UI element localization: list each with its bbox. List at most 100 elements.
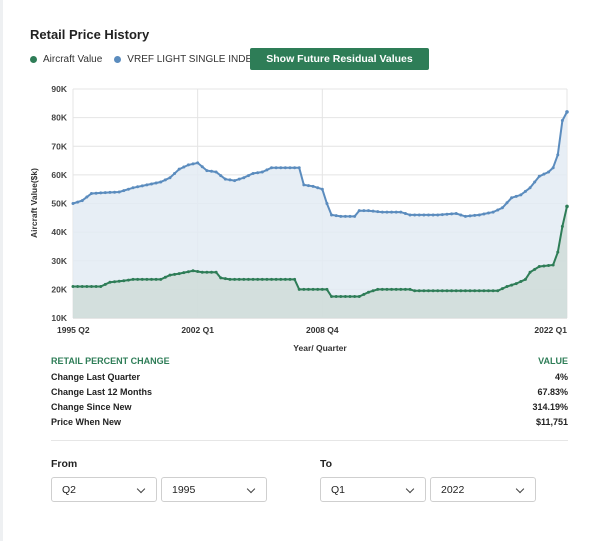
point-aircraft-value [200,270,204,274]
point-aircraft-value [89,285,93,289]
legend-item-vref-index[interactable]: VREF LIGHT SINGLE INDEX [114,54,259,65]
point-vref-light-single-index [371,209,375,213]
price-history-chart: 10K 20K 30K 40K 50K 60K 70K 80K 90K 1995 Q2 2002 … [29,84,569,353]
point-aircraft-value [551,263,555,267]
point-aircraft-value [408,287,412,291]
to-quarter-value: Q1 [331,483,346,496]
point-vref-light-single-index [80,199,84,203]
point-aircraft-value [403,287,407,291]
point-aircraft-value [293,277,297,281]
y-tick-label: 50K [51,199,67,209]
point-aircraft-value [459,289,463,293]
point-vref-light-single-index [496,208,500,212]
point-aircraft-value [334,295,338,299]
point-aircraft-value [163,275,167,279]
point-vref-light-single-index [182,165,186,169]
point-vref-light-single-index [191,162,195,166]
point-vref-light-single-index [149,182,153,186]
point-vref-light-single-index [145,183,149,187]
chart-points [71,110,569,299]
point-vref-light-single-index [500,206,504,210]
point-aircraft-value [440,289,444,293]
x-tick-label: 2022 Q1 [534,325,567,335]
point-vref-light-single-index [394,210,398,214]
to-year-value: 2022 [441,483,465,496]
point-vref-light-single-index [325,202,329,205]
point-vref-light-single-index [210,169,214,173]
point-aircraft-value [233,277,237,281]
point-aircraft-value [528,270,532,274]
chart-legend: Aircraft Value VREF LIGHT SINGLE INDEX [30,53,271,65]
point-vref-light-single-index [468,214,472,218]
from-year-select[interactable]: 1995 [161,477,267,502]
x-tick-label: 1995 Q2 [57,325,90,335]
point-vref-light-single-index [565,110,569,114]
point-vref-light-single-index [551,166,555,170]
x-axis-label: Year/ Quarter [293,343,347,353]
point-vref-light-single-index [399,210,403,214]
legend-vref-index-label: VREF LIGHT SINGLE INDEX [127,53,259,65]
point-aircraft-value [219,276,223,280]
point-vref-light-single-index [246,174,250,178]
point-aircraft-value [71,285,75,289]
point-aircraft-value [339,295,343,299]
point-aircraft-value [136,277,140,281]
point-vref-light-single-index [560,118,564,122]
point-vref-light-single-index [233,179,237,183]
point-vref-light-single-index [537,174,541,178]
point-vref-light-single-index [362,209,366,213]
page-title: Retail Price History [30,27,150,42]
legend-aircraft-value-dot-icon [30,55,37,63]
point-aircraft-value [325,287,329,291]
point-aircraft-value [514,282,518,286]
point-vref-light-single-index [228,178,232,182]
point-vref-light-single-index [436,213,440,217]
left-border [0,0,3,541]
point-aircraft-value [223,277,227,281]
point-aircraft-value [560,224,564,228]
point-vref-light-single-index [519,193,523,197]
table-header-value: VALUE [538,356,568,366]
point-vref-light-single-index [556,153,560,157]
point-vref-light-single-index [196,161,200,165]
point-aircraft-value [357,295,361,299]
point-vref-light-single-index [186,163,190,167]
y-tick-label: 70K [51,141,67,151]
point-aircraft-value [487,289,491,293]
point-vref-light-single-index [482,212,486,216]
point-aircraft-value [256,277,260,281]
x-axis-ticks: 1995 Q2 2002 Q1 2008 Q4 2022 Q1 [57,325,567,335]
point-aircraft-value [473,289,477,293]
legend-item-aircraft-value[interactable]: Aircraft Value [30,54,102,65]
point-vref-light-single-index [445,212,449,216]
point-vref-light-single-index [366,209,370,213]
point-aircraft-value [131,277,135,281]
point-vref-light-single-index [265,168,269,172]
point-aircraft-value [556,250,560,254]
point-aircraft-value [500,287,504,291]
from-quarter-select[interactable]: Q2 [51,477,157,502]
point-aircraft-value [302,287,306,291]
from-quarter-value: Q2 [62,483,77,496]
point-vref-light-single-index [89,191,93,195]
point-aircraft-value [431,289,435,293]
point-aircraft-value [320,287,324,291]
legend-aircraft-value-label: Aircraft Value [43,53,103,65]
point-aircraft-value [228,277,232,281]
point-vref-light-single-index [256,171,260,175]
point-aircraft-value [463,289,467,293]
point-aircraft-value [288,277,292,281]
point-vref-light-single-index [459,213,463,217]
point-aircraft-value [237,277,241,281]
point-vref-light-single-index [505,201,509,205]
to-quarter-select[interactable]: Q1 [320,477,426,502]
point-vref-light-single-index [514,194,518,198]
show-future-residual-values-button[interactable]: Show Future Residual Values [250,48,429,70]
point-vref-light-single-index [103,191,107,195]
table-header-label: RETAIL PERCENT CHANGE [51,356,170,366]
point-vref-light-single-index [426,213,430,217]
y-tick-label: 60K [51,170,67,180]
point-vref-light-single-index [283,166,287,170]
to-year-select[interactable]: 2022 [430,477,536,502]
point-vref-light-single-index [85,195,89,199]
